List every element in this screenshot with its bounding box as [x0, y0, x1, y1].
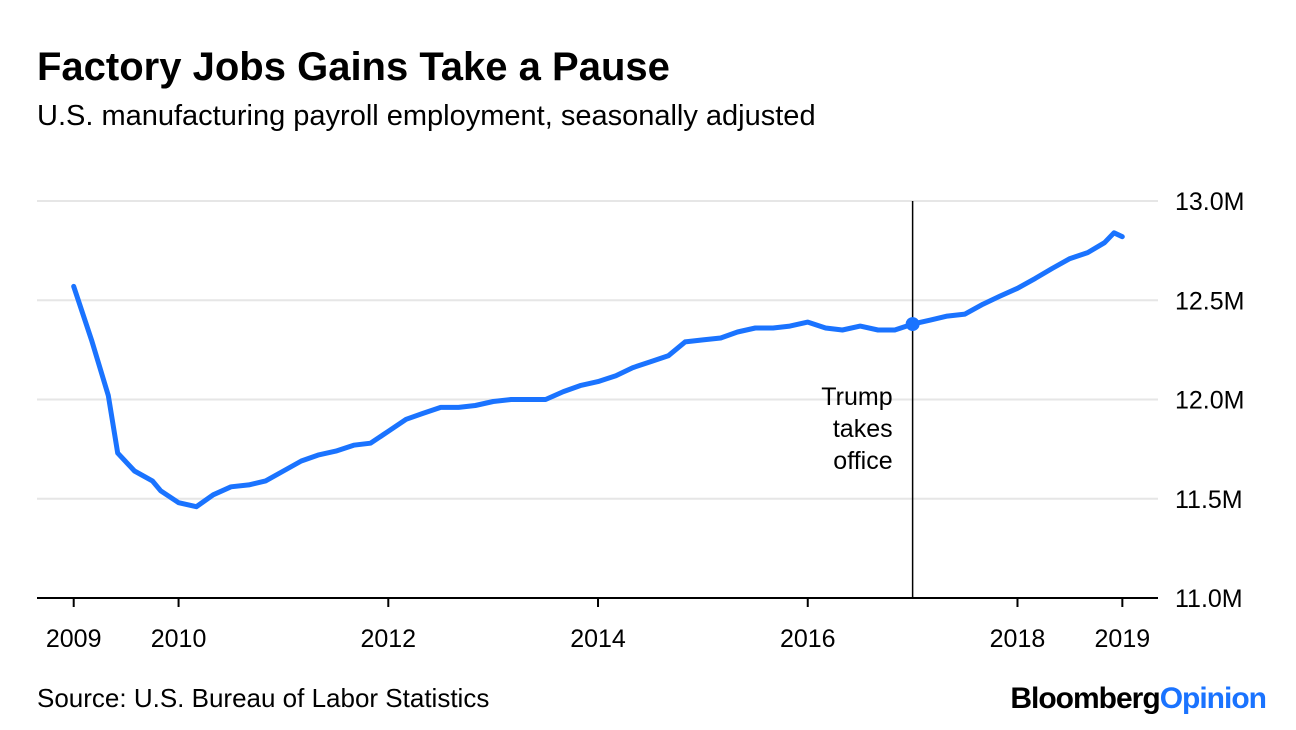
y-tick-label: 11.5M — [1175, 486, 1243, 514]
brand: BloombergOpinion — [1010, 682, 1266, 715]
chart-title: Factory Jobs Gains Take a Pause — [37, 45, 670, 89]
x-tick-label: 2019 — [1095, 625, 1151, 653]
x-tick-label: 2012 — [360, 625, 416, 653]
annotation-text: Trump — [821, 383, 892, 411]
line-series — [71, 230, 1125, 510]
x-tick-label: 2010 — [151, 625, 207, 653]
x-tick-label: 2018 — [990, 625, 1046, 653]
annotation-text: office — [833, 447, 892, 475]
source: Source: U.S. Bureau of Labor Statistics — [37, 683, 489, 713]
annotation-marker — [905, 317, 920, 332]
x-tick-label: 2014 — [570, 625, 626, 653]
x-tick-label: 2016 — [780, 625, 836, 653]
annotation-text: takes — [833, 415, 893, 443]
x-tick-label: 2009 — [46, 625, 102, 653]
brand-section: Opinion — [1160, 682, 1266, 715]
y-tick-label: 12.0M — [1175, 387, 1244, 415]
chart-subtitle: U.S. manufacturing payroll employment, s… — [37, 100, 816, 132]
y-tick-label: 13.0M — [1175, 188, 1244, 216]
y-tick-label: 11.0M — [1175, 585, 1243, 613]
y-tick-label: 12.5M — [1175, 287, 1244, 315]
brand-name: Bloomberg — [1010, 682, 1159, 715]
